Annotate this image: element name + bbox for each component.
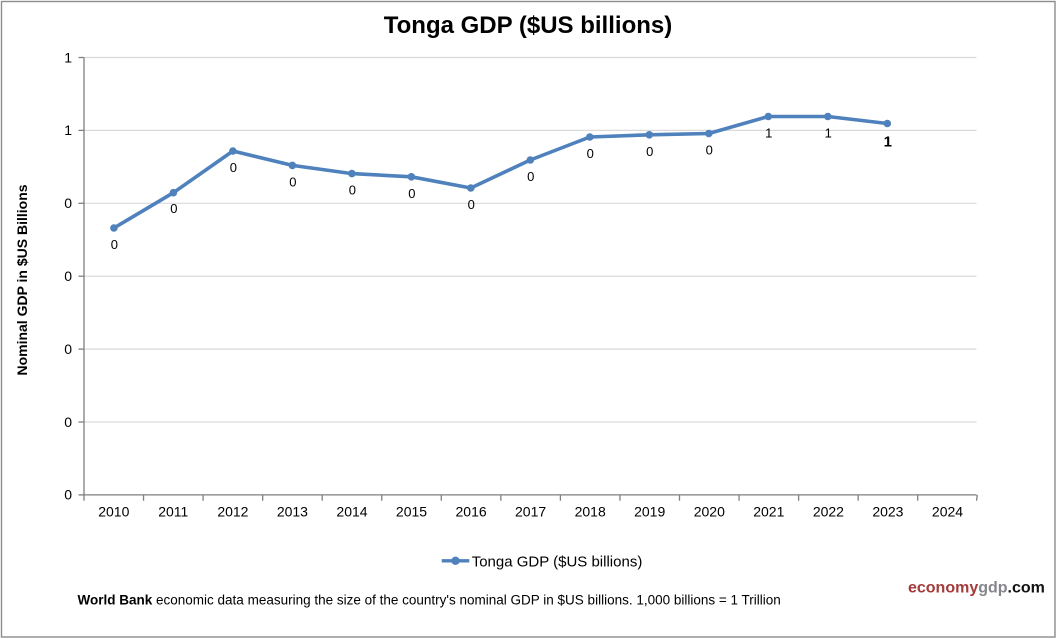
svg-text:2015: 2015 [396,504,427,520]
svg-text:Tonga GDP ($US billions): Tonga GDP ($US billions) [472,553,643,570]
svg-text:2010: 2010 [98,504,129,520]
svg-text:0: 0 [64,487,72,503]
svg-text:0: 0 [349,183,356,198]
svg-text:0: 0 [289,174,296,189]
svg-text:2023: 2023 [872,504,903,520]
svg-text:2014: 2014 [336,504,367,520]
svg-text:2011: 2011 [158,504,188,520]
svg-text:0: 0 [408,186,415,201]
svg-text:1: 1 [64,49,72,65]
svg-text:2024: 2024 [932,504,963,520]
svg-text:2022: 2022 [813,504,844,520]
svg-text:1: 1 [64,122,72,138]
svg-text:2021: 2021 [753,504,784,520]
svg-text:0: 0 [64,341,72,357]
svg-text:1: 1 [884,134,892,151]
svg-text:0: 0 [468,197,475,212]
svg-text:2012: 2012 [217,504,248,520]
svg-text:0: 0 [706,143,713,158]
svg-text:2013: 2013 [277,504,308,520]
svg-text:0: 0 [170,201,177,216]
svg-text:1: 1 [825,126,832,141]
svg-text:2017: 2017 [515,504,546,520]
svg-text:economygdp.com: economygdp.com [908,579,1045,596]
svg-text:0: 0 [230,160,237,175]
svg-text:0: 0 [111,237,118,252]
svg-text:World Bank economic data meas: World Bank economic data measuring the s… [78,593,781,608]
svg-text:1: 1 [765,126,772,141]
svg-text:0: 0 [527,169,534,184]
svg-text:Nominal GDP in $US Billions: Nominal GDP in $US Billions [14,184,30,375]
svg-text:0: 0 [64,268,72,284]
svg-text:2018: 2018 [575,504,606,520]
svg-text:0: 0 [587,146,594,161]
svg-text:0: 0 [64,195,72,211]
svg-text:2020: 2020 [694,504,725,520]
svg-text:0: 0 [646,144,653,159]
svg-text:2019: 2019 [634,504,665,520]
svg-text:2016: 2016 [456,504,487,520]
svg-text:Tonga GDP ($US billions): Tonga GDP ($US billions) [384,12,672,39]
svg-text:0: 0 [64,414,72,430]
